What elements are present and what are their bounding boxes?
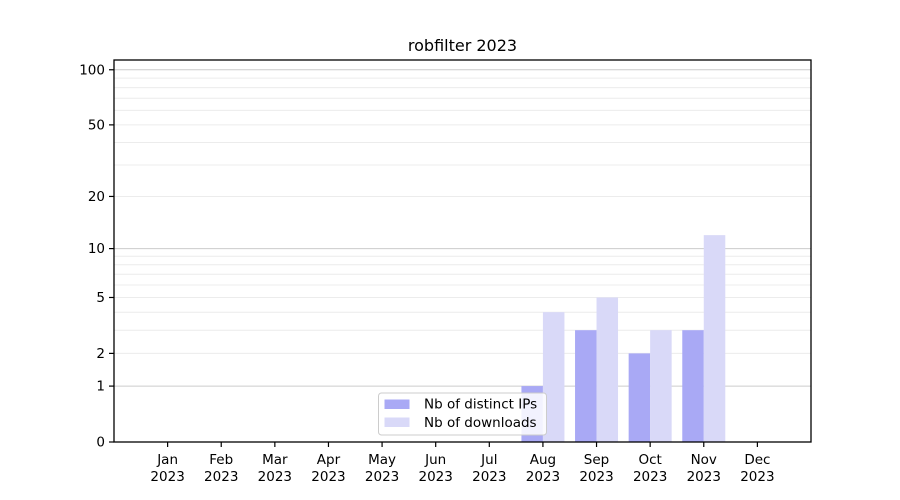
- y-tick-label: 20: [88, 189, 105, 205]
- x-tick-label-year: 2023: [579, 469, 613, 485]
- x-tick-label-year: 2023: [419, 469, 453, 485]
- legend: Nb of distinct IPs Nb of downloads: [378, 392, 547, 436]
- plot-border: [113, 59, 812, 443]
- bar-distinct-ips-sep: [575, 330, 597, 442]
- x-tick-label-month: Oct: [638, 452, 661, 468]
- legend-swatch-distinct-ips: [384, 399, 410, 409]
- y-tick-label: 2: [96, 346, 105, 362]
- bar-downloads-sep: [596, 297, 619, 442]
- bar-downloads-aug: [542, 312, 565, 442]
- x-tick-label-year: 2023: [740, 469, 774, 485]
- x-tick-label-month: Jun: [424, 452, 446, 468]
- bar-downloads-oct: [650, 330, 672, 442]
- x-tick-label-year: 2023: [150, 469, 184, 485]
- x-tick-label-year: 2023: [204, 469, 238, 485]
- x-tick-label-year: 2023: [687, 469, 721, 485]
- y-tick-label: 5: [96, 290, 105, 306]
- x-tick-label-month: May: [368, 452, 396, 468]
- x-tick-label-year: 2023: [258, 469, 292, 485]
- x-tick-label-month: Jul: [480, 452, 497, 468]
- y-tick-label: 50: [88, 117, 105, 133]
- chart-layer: 0125102050100Jan2023Feb2023Mar2023Apr202…: [79, 59, 812, 485]
- y-tick-label: 100: [79, 62, 105, 78]
- x-tick-label-month: Jan: [156, 452, 178, 468]
- legend-label-downloads: Nb of downloads: [424, 415, 537, 431]
- x-tick-label-month: Sep: [584, 452, 609, 468]
- x-tick-label-year: 2023: [526, 469, 560, 485]
- legend-box: [378, 392, 547, 436]
- legend-swatch-downloads: [384, 417, 410, 427]
- x-tick-label-month: Nov: [691, 452, 717, 468]
- x-tick-label-year: 2023: [311, 469, 345, 485]
- x-tick-label-month: Dec: [744, 452, 770, 468]
- bar-distinct-ips-oct: [628, 353, 651, 442]
- x-tick-label-month: Apr: [317, 452, 341, 468]
- x-tick-label-year: 2023: [365, 469, 399, 485]
- x-tick-label-year: 2023: [633, 469, 667, 485]
- y-tick-label: 10: [88, 241, 105, 257]
- chart-title: robfilter 2023: [408, 36, 517, 55]
- bar-distinct-ips-nov: [682, 330, 704, 442]
- x-tick-label-month: Feb: [209, 452, 233, 468]
- y-tick-label: 0: [96, 435, 105, 451]
- bar-downloads-nov: [703, 235, 726, 442]
- x-tick-label-year: 2023: [472, 469, 506, 485]
- legend-label-distinct-ips: Nb of distinct IPs: [424, 397, 537, 413]
- x-tick-label-month: Mar: [262, 452, 288, 468]
- x-tick-label-month: Aug: [530, 452, 556, 468]
- y-tick-label: 1: [96, 379, 105, 395]
